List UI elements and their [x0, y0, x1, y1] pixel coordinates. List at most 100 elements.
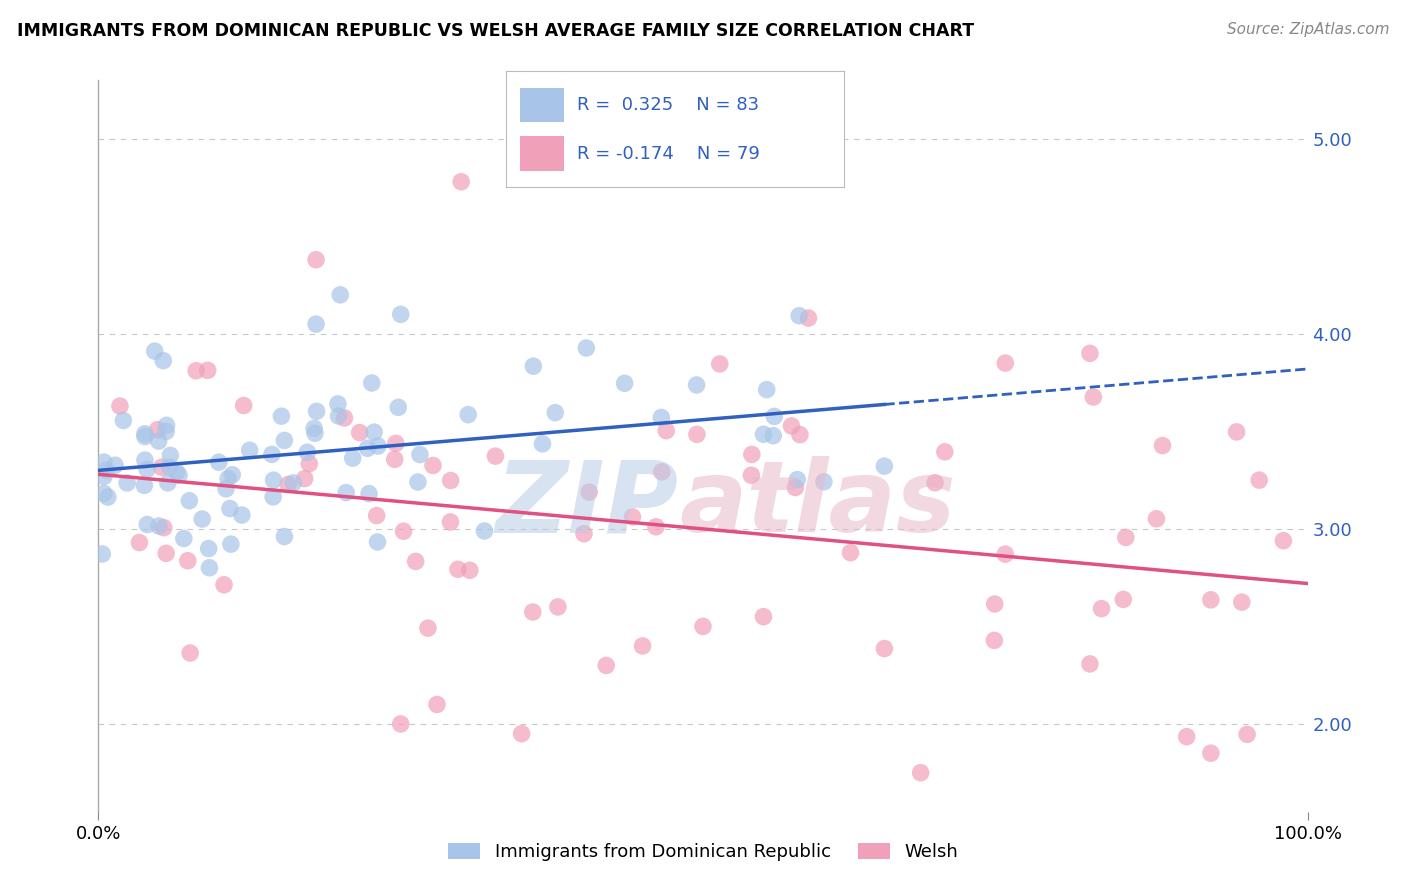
Point — [166, 465, 188, 479]
Point — [136, 462, 159, 476]
Point — [150, 460, 173, 475]
Point — [655, 424, 678, 438]
Point — [232, 399, 254, 413]
Point — [333, 411, 356, 425]
Point — [994, 547, 1017, 561]
Point — [1199, 592, 1222, 607]
Point — [215, 482, 238, 496]
Point — [692, 619, 714, 633]
Point — [450, 175, 472, 189]
Point — [231, 508, 253, 522]
Point — [645, 520, 668, 534]
Point — [1249, 473, 1271, 487]
Point — [631, 639, 654, 653]
Point — [155, 425, 177, 439]
Point — [1236, 727, 1258, 741]
Point — [167, 468, 190, 483]
Point — [143, 344, 166, 359]
Point — [277, 477, 299, 491]
Point — [191, 512, 214, 526]
Point — [740, 468, 762, 483]
Text: R = -0.174    N = 79: R = -0.174 N = 79 — [576, 145, 759, 162]
Point — [440, 474, 463, 488]
Point — [326, 397, 349, 411]
Point — [93, 469, 115, 483]
Point — [128, 535, 150, 549]
Point — [97, 490, 120, 504]
Point — [159, 449, 181, 463]
Point — [96, 463, 118, 477]
Point — [148, 434, 170, 448]
Point — [789, 427, 811, 442]
Point — [298, 457, 321, 471]
Point — [221, 467, 243, 482]
Point — [134, 429, 156, 443]
Point — [104, 458, 127, 473]
Point — [239, 443, 262, 458]
Point — [510, 727, 533, 741]
Point — [474, 524, 496, 538]
Point — [177, 554, 200, 568]
Bar — [520, 136, 564, 171]
Point — [146, 423, 169, 437]
Point — [260, 447, 283, 461]
Point — [839, 546, 862, 560]
Point — [360, 376, 382, 390]
Point — [186, 364, 208, 378]
Point — [1175, 730, 1198, 744]
Point — [273, 530, 295, 544]
Point — [458, 563, 481, 577]
Point — [384, 452, 406, 467]
Point — [406, 475, 429, 489]
Point — [755, 383, 778, 397]
Point — [304, 426, 326, 441]
Point — [873, 459, 896, 474]
Point — [305, 404, 328, 418]
Point — [366, 508, 388, 523]
Point — [387, 401, 409, 415]
Point — [544, 406, 567, 420]
Point — [457, 408, 479, 422]
Point — [709, 357, 731, 371]
Point — [934, 445, 956, 459]
Point — [389, 307, 412, 321]
Point — [613, 376, 636, 391]
Point — [283, 475, 305, 490]
Point — [262, 490, 284, 504]
Point — [328, 409, 350, 423]
Text: atlas: atlas — [679, 456, 955, 553]
Point — [363, 425, 385, 439]
Point — [405, 554, 427, 568]
Point — [273, 434, 295, 448]
Point — [197, 541, 219, 556]
Point — [392, 524, 415, 539]
Point — [752, 427, 775, 442]
Point — [522, 359, 544, 374]
Bar — [520, 87, 564, 122]
Point — [385, 436, 408, 450]
Point — [547, 599, 569, 614]
Point — [91, 547, 114, 561]
Point — [112, 413, 135, 427]
Point — [1083, 390, 1105, 404]
Point — [994, 356, 1017, 370]
Point — [422, 458, 444, 473]
Point — [173, 532, 195, 546]
Point — [1078, 657, 1101, 671]
Point — [578, 485, 600, 500]
Point — [1226, 425, 1249, 439]
Point — [270, 409, 292, 424]
Point — [115, 475, 138, 490]
Point — [349, 425, 371, 440]
Point — [263, 473, 285, 487]
Point — [1144, 512, 1167, 526]
Point — [763, 409, 786, 424]
Point — [136, 517, 159, 532]
Point — [1199, 746, 1222, 760]
Point — [762, 428, 785, 442]
Point — [741, 447, 763, 461]
Point — [575, 341, 598, 355]
Point — [650, 410, 672, 425]
Point — [1152, 439, 1174, 453]
Point — [108, 399, 131, 413]
